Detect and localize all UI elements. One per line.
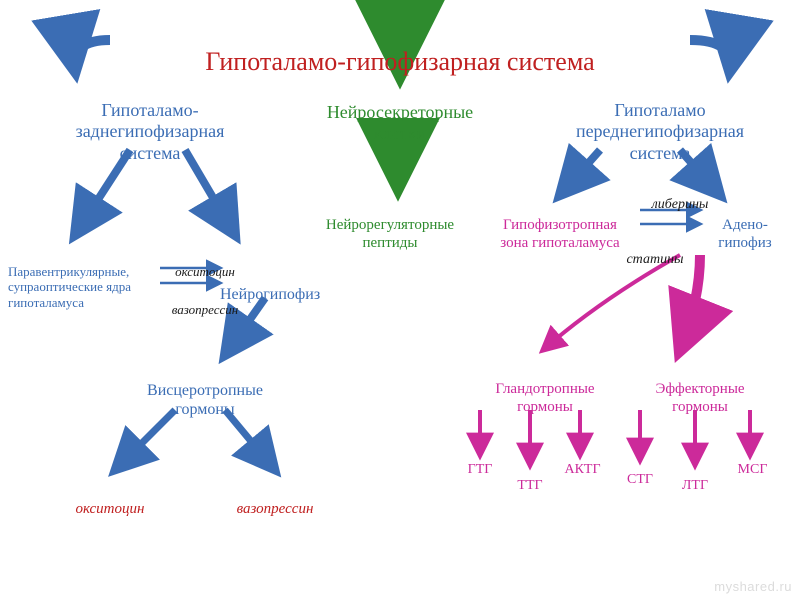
node-right-system: Гипоталамо переднегипофизарная система	[540, 78, 780, 164]
title-text: Гипоталамо-гипофизарная система	[205, 47, 594, 76]
node-ltg: ЛТГ	[675, 478, 715, 495]
node-vasopressin-out: вазопрессин	[210, 482, 340, 518]
node-glandotropic: Гландотропные гормоны	[470, 362, 620, 416]
node-neuroreg-peptides: Нейрорегуляторные пептиды	[305, 198, 475, 252]
node-msg: МСГ	[730, 462, 775, 479]
label-liberiny: либерины	[640, 180, 720, 214]
label-oxytocin-mid: окситоцин	[160, 248, 250, 279]
node-effector: Эффекторные гормоны	[630, 362, 770, 416]
node-neuro-cells: Нейросекреторные клетки	[300, 80, 500, 145]
node-left-system: Гипоталамо- заднегипофизарная система	[40, 78, 260, 164]
node-paravent-nuclei: Паравентрикулярные, супраоптические ядра…	[0, 248, 165, 310]
node-stg: СТГ	[620, 472, 660, 489]
node-gtg: ГТГ	[460, 462, 500, 479]
diagram-title: Гипоталамо-гипофизарная система	[0, 15, 800, 77]
label-vasopressin-mid: вазопрессин	[155, 286, 255, 317]
label-statiny: статины	[610, 235, 700, 269]
node-ttg: ТТГ	[510, 478, 550, 495]
node-viscerotropic: Висцеротропные гормоны	[120, 362, 290, 420]
node-aktg: АКТГ	[555, 462, 610, 479]
watermark: myshared.ru	[714, 579, 792, 594]
node-oxytocin-out: окситоцин	[55, 482, 165, 518]
